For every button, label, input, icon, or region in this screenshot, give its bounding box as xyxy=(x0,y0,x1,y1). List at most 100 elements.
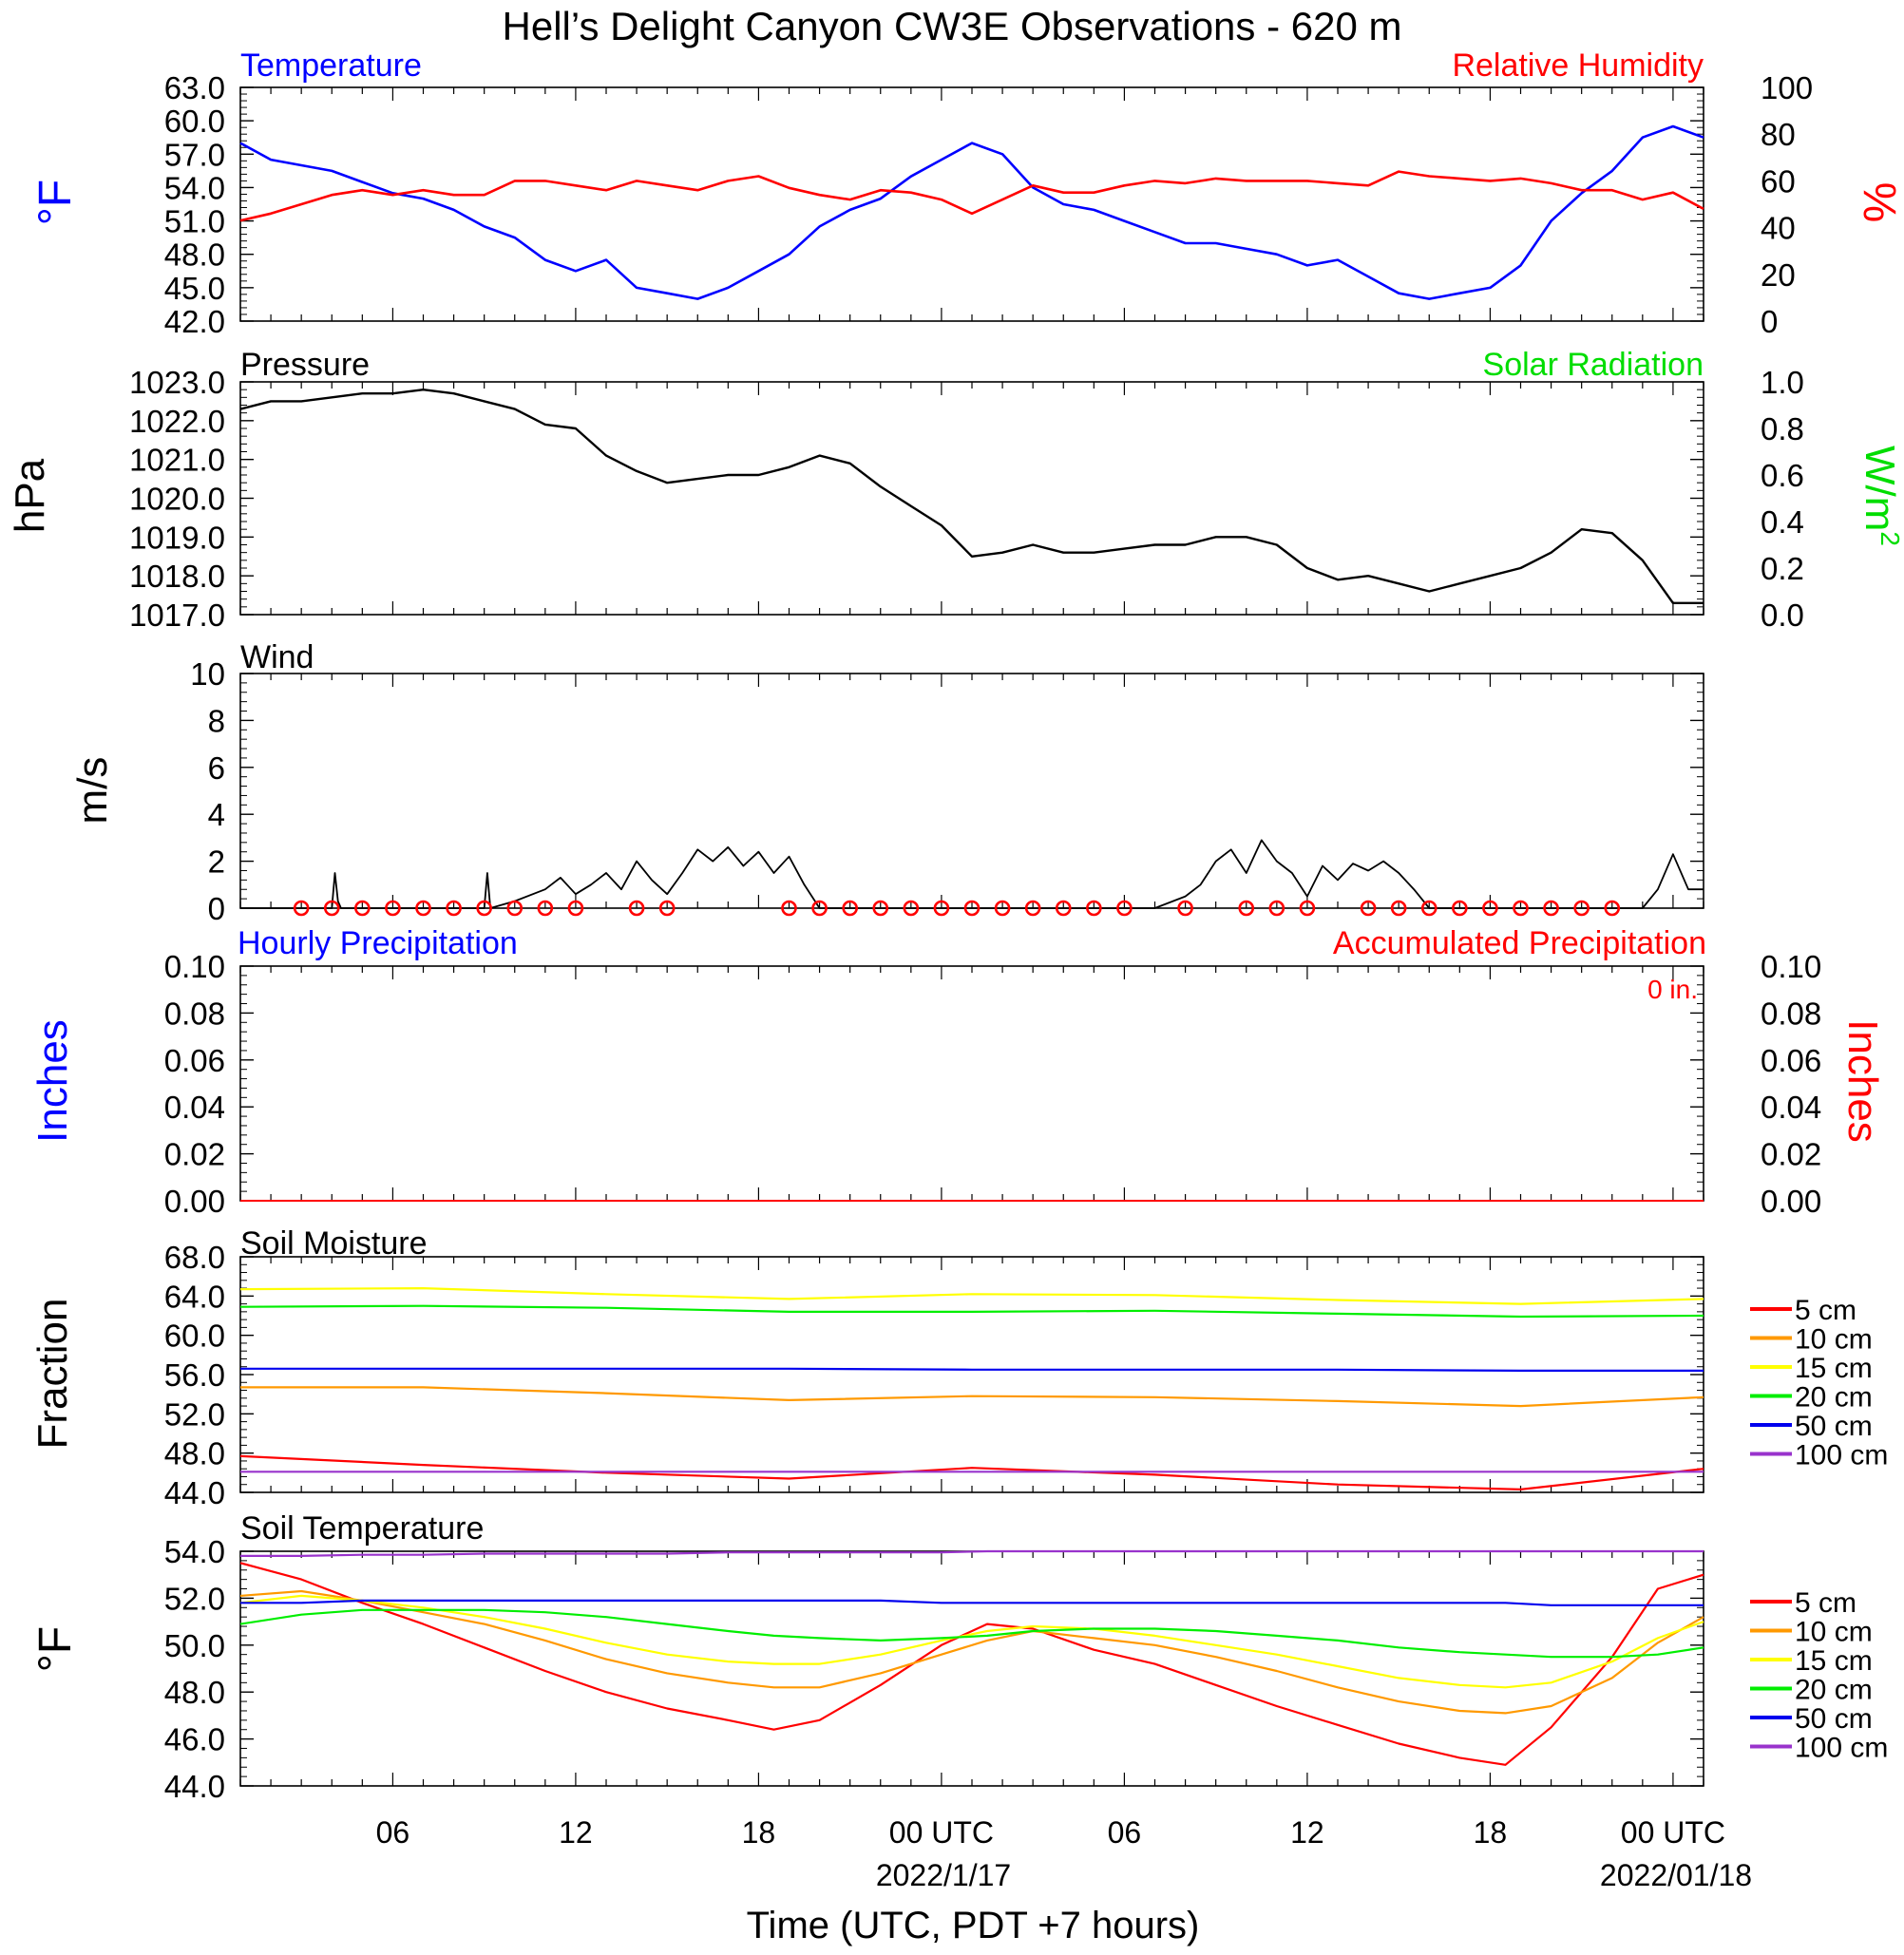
y-tick-label-left: 0.06 xyxy=(164,1043,225,1078)
panel-title-solar-radiation: Solar Radiation xyxy=(1483,347,1704,383)
y-tick-label-left: 68.0 xyxy=(164,1240,225,1275)
wind-calm-marker xyxy=(537,900,554,917)
y-tick-label-left: 1017.0 xyxy=(129,598,225,633)
series-line-wind-speed xyxy=(240,839,1704,909)
x-tick-label: 06 xyxy=(1108,1815,1142,1850)
wind-calm-marker xyxy=(933,900,950,917)
y-tick-label-left: 0.10 xyxy=(164,949,225,984)
chart-marks: 63.060.057.054.051.048.045.042.010080604… xyxy=(129,70,1888,1850)
plot-frame-temperature_humidity xyxy=(239,86,1704,322)
wind-calm-marker xyxy=(1268,900,1285,917)
wind-calm-marker xyxy=(1238,900,1255,917)
legend-label-soil_temperature-100cm: 100 cm xyxy=(1795,1733,1888,1764)
y-tick-label-left: 42.0 xyxy=(164,304,225,339)
wind-calm-marker xyxy=(781,900,797,917)
legend-label-soil_temperature-20cm: 20 cm xyxy=(1795,1675,1873,1706)
wind-calm-marker xyxy=(567,900,584,917)
y-tick-label-left: 63.0 xyxy=(164,70,225,105)
panel-wind: Wind m/s xyxy=(69,639,314,824)
humidity-axis-label: % xyxy=(1854,182,1904,223)
wind-calm-marker xyxy=(1573,900,1590,917)
y-tick-label-right: 0.10 xyxy=(1761,949,1821,984)
y-tick-label-right: 40 xyxy=(1761,211,1796,246)
series-line-temperature xyxy=(239,124,1704,300)
wind-calm-marker xyxy=(354,900,371,917)
panel-pressure-solar: Pressure Solar Radiation hPa W/m2 xyxy=(7,347,1904,546)
panel-soil-moisture: Soil Moisture Fraction xyxy=(29,1225,428,1449)
time-axis: 2022/1/17 2022/01/18 Time (UTC, PDT +7 h… xyxy=(747,1858,1752,1946)
legend-label-soil_moisture-10cm: 10 cm xyxy=(1795,1324,1873,1356)
y-tick-label-left: 1021.0 xyxy=(129,443,225,478)
solar-axis-label-sup: 2 xyxy=(1875,531,1904,546)
series-line-soil_moisture-15cm xyxy=(239,1287,1704,1305)
panel-temperature-humidity: Temperature Relative Humidity °F % xyxy=(30,47,1904,225)
wind-calm-marker xyxy=(1177,900,1193,917)
y-tick-label-right: 0.06 xyxy=(1761,1043,1821,1078)
plot-frame-wind xyxy=(239,673,1704,909)
y-tick-label-left: 50.0 xyxy=(164,1628,225,1663)
y-tick-label-right: 0.00 xyxy=(1761,1184,1821,1219)
wind-calm-marker xyxy=(415,900,431,917)
series-line-soil_moisture-10cm xyxy=(240,1386,1704,1408)
legend-label-soil_temperature-5cm: 5 cm xyxy=(1795,1587,1856,1619)
y-tick-label-right: 0.8 xyxy=(1761,411,1804,446)
panel-title-hourly-precipitation: Hourly Precipitation xyxy=(238,925,518,961)
series-line-pressure xyxy=(239,389,1704,604)
series-line-soil_temperature-50cm xyxy=(240,1599,1704,1606)
panel-title-wind: Wind xyxy=(240,639,314,675)
wind-calm-marker xyxy=(1086,900,1102,917)
panel-precipitation: Hourly Precipitation Accumulated Precipi… xyxy=(29,925,1886,1143)
x-tick-label: 18 xyxy=(1474,1815,1508,1850)
series-line-soil_temperature-20cm xyxy=(239,1608,1704,1659)
pressure-axis-label: hPa xyxy=(7,458,53,533)
series-line-soil_moisture-20cm xyxy=(239,1304,1704,1319)
legend-label-soil_temperature-15cm: 15 cm xyxy=(1795,1645,1873,1677)
solar-axis-label: W/m2 xyxy=(1856,446,1904,546)
wind-calm-marker xyxy=(842,900,858,917)
y-tick-label-left: 0.08 xyxy=(164,996,225,1031)
wind-calm-marker xyxy=(1482,900,1498,917)
wind-calm-marker xyxy=(872,900,889,917)
temperature-axis-label: °F xyxy=(30,180,81,226)
y-tick-label-left: 0.04 xyxy=(164,1090,225,1125)
y-tick-label-left: 44.0 xyxy=(164,1769,225,1804)
legend-label-soil_temperature-50cm: 50 cm xyxy=(1795,1703,1873,1735)
plot-frame-soil_moisture xyxy=(239,1256,1704,1493)
wind-calm-marker xyxy=(1299,900,1316,917)
wind-calm-marker xyxy=(1116,900,1133,917)
wind-calm-marker xyxy=(628,900,645,917)
x-tick-label: 12 xyxy=(559,1815,593,1850)
y-tick-label-left: 0.02 xyxy=(164,1137,225,1172)
series-line-soil_temperature-10cm xyxy=(239,1589,1704,1715)
wind-calm-marker xyxy=(1513,900,1529,917)
wind-calm-marker xyxy=(811,900,828,917)
soil-moisture-axis-label: Fraction xyxy=(29,1299,76,1450)
y-tick-label-right: 100 xyxy=(1761,70,1813,105)
y-tick-label-left: 46.0 xyxy=(164,1722,225,1757)
wind-calm-marker xyxy=(293,900,310,917)
y-tick-label-left: 45.0 xyxy=(164,271,225,306)
panel-title-accumulated-precipitation: Accumulated Precipitation xyxy=(1333,925,1706,961)
series-line-soil_temperature-15cm xyxy=(239,1594,1704,1689)
y-tick-label-right: 1.0 xyxy=(1761,365,1804,400)
y-tick-label-left: 60.0 xyxy=(164,1319,225,1354)
y-tick-label-left: 1023.0 xyxy=(129,365,225,400)
legend-label-soil_moisture-5cm: 5 cm xyxy=(1795,1295,1856,1326)
wind-calm-marker xyxy=(323,900,340,917)
y-tick-label-right: 80 xyxy=(1761,117,1796,152)
y-tick-label-left: 1019.0 xyxy=(129,520,225,555)
y-tick-label-left: 57.0 xyxy=(164,137,225,172)
y-tick-label-left: 64.0 xyxy=(164,1279,225,1314)
accumulated-precip-axis-label: Inches xyxy=(1839,1019,1886,1143)
x-tick-label: 00 UTC xyxy=(1621,1815,1725,1850)
date-label-2022-01-18: 2022/01/18 xyxy=(1600,1858,1752,1892)
legend-label-soil_moisture-20cm: 20 cm xyxy=(1795,1382,1873,1414)
y-tick-label-left: 52.0 xyxy=(164,1581,225,1616)
y-tick-label-left: 1020.0 xyxy=(129,482,225,517)
y-tick-label-right: 0 xyxy=(1761,304,1778,339)
series-line-soil_moisture-50cm xyxy=(240,1367,1704,1372)
wind-calm-marker xyxy=(903,900,920,917)
wind-calm-marker xyxy=(1055,900,1072,917)
y-tick-label-right: 60 xyxy=(1761,163,1796,199)
